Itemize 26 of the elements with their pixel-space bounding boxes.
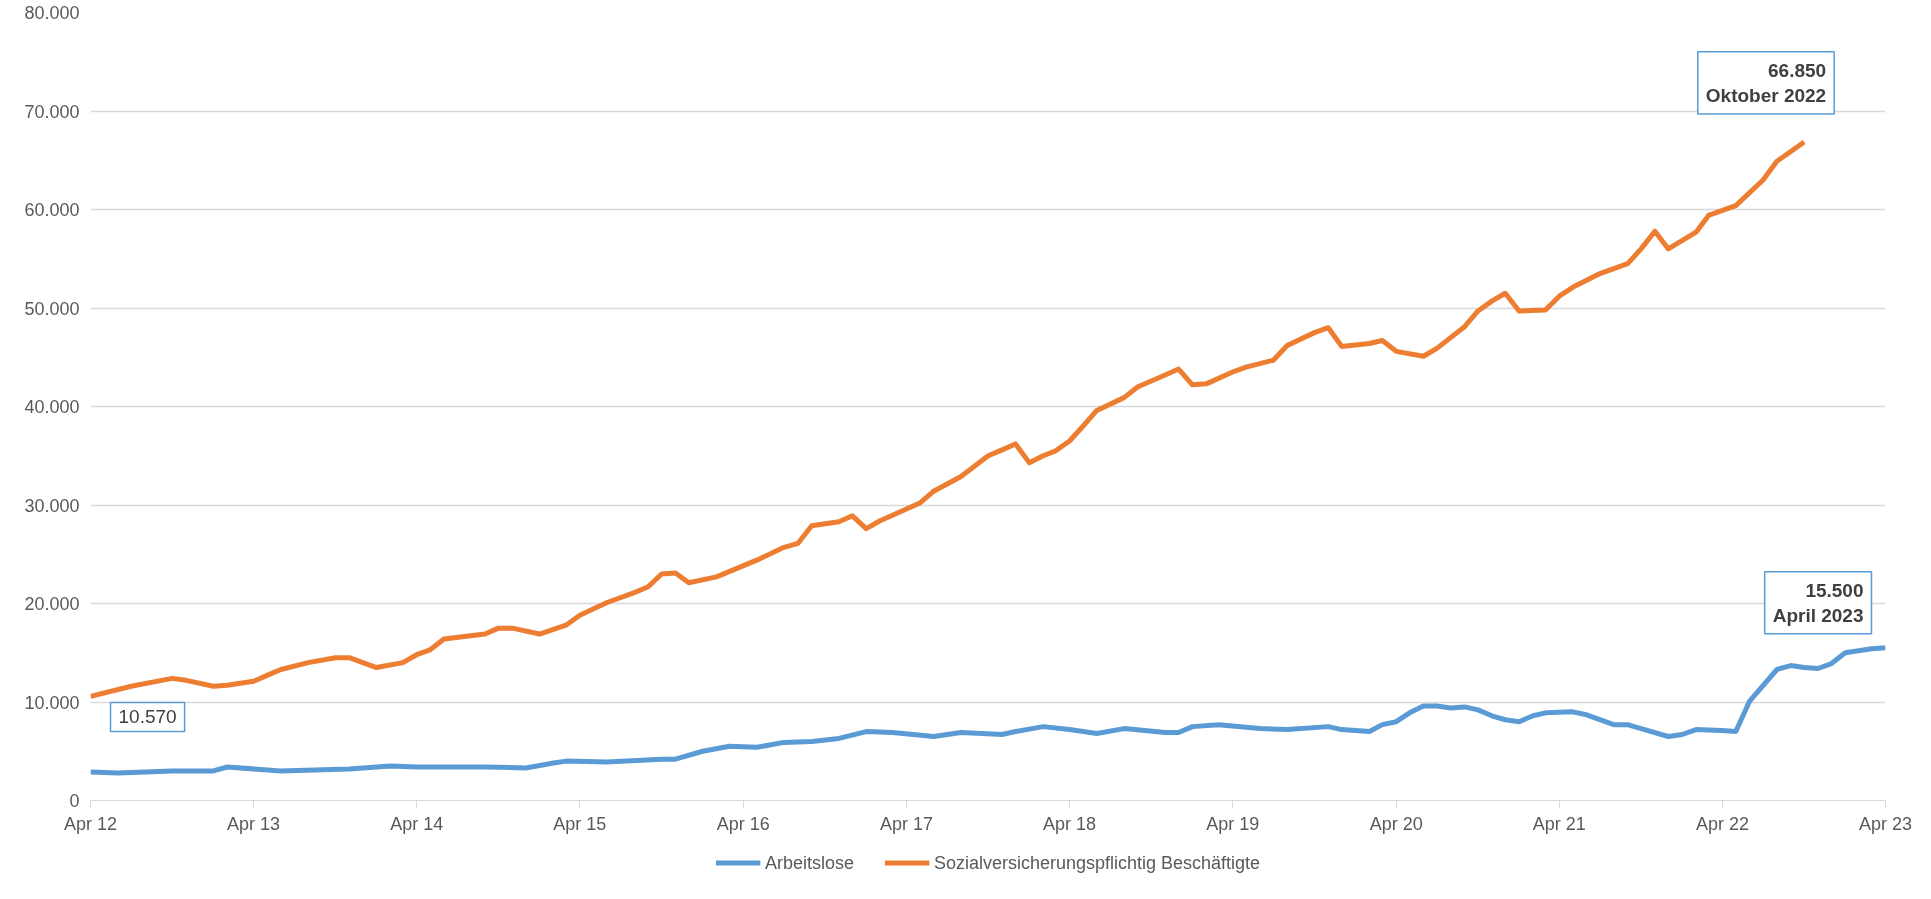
y-tick-label: 30.000 — [24, 495, 80, 516]
x-tick-label: Apr 16 — [716, 813, 770, 834]
x-tick-label: Apr 22 — [1695, 813, 1749, 834]
legend-label: Arbeitslose — [764, 852, 854, 873]
y-tick-label: 40.000 — [24, 397, 80, 417]
annotation: 10.570 — [118, 706, 177, 728]
y-tick-label: 50.000 — [24, 298, 80, 319]
x-tick-label: Apr 19 — [1206, 813, 1260, 834]
annotation: 15.500 April 2023 — [1772, 579, 1864, 626]
x-tick-label: Apr 15 — [553, 813, 607, 834]
legend-label: Sozialversicherungspflichtig Beschäftigte — [933, 852, 1261, 873]
x-tick-label: Apr 20 — [1369, 813, 1423, 834]
x-tick-label: Apr 12 — [63, 813, 118, 834]
y-tick-label: 20.000 — [24, 594, 80, 614]
x-tick-label: Apr 17 — [879, 813, 933, 834]
annotation: 66.850 Oktober 2022 — [1705, 59, 1827, 107]
y-tick-label: 70.000 — [24, 101, 80, 122]
x-tick-label: Apr 13 — [227, 813, 281, 834]
x-tick-label: Apr 18 — [1043, 813, 1097, 834]
x-tick-label: Apr 23 — [1858, 813, 1913, 834]
y-tick-label: 60.000 — [24, 200, 80, 220]
y-tick-label: 80.000 — [24, 3, 80, 23]
y-tick-label: 0 — [69, 791, 80, 811]
x-tick-label: Apr 14 — [390, 813, 444, 834]
y-tick-label: 10.000 — [24, 692, 80, 713]
x-tick-label: Apr 21 — [1532, 813, 1586, 834]
